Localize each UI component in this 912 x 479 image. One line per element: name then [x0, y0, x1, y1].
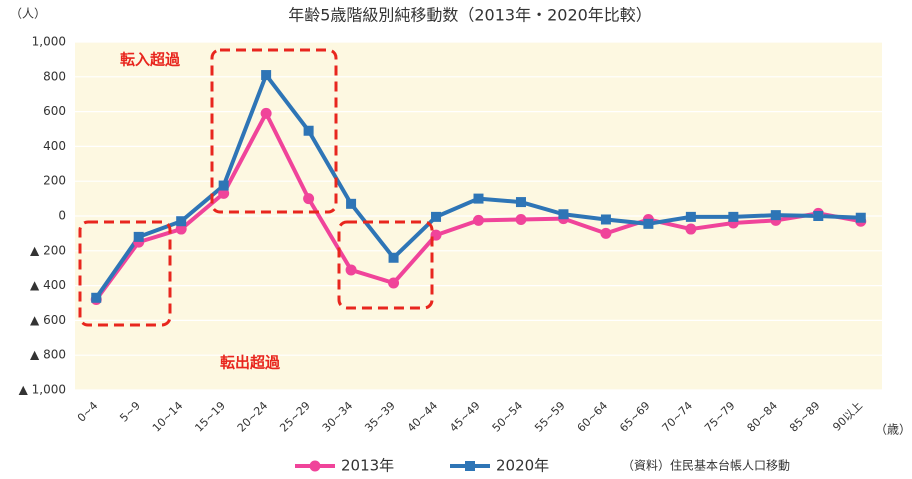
x-tick-label: 45~49 — [447, 399, 483, 435]
point — [218, 180, 229, 191]
y-tick-label: 800 — [43, 69, 66, 83]
x-tick-label: 85~89 — [787, 399, 823, 435]
y-unit: （人） — [10, 7, 46, 21]
x-tick-label: 75~79 — [702, 399, 738, 435]
point — [303, 193, 315, 205]
point — [685, 211, 696, 222]
point — [345, 264, 357, 276]
x-tick-label: 60~64 — [575, 399, 611, 435]
point — [473, 214, 484, 226]
y-tick-label: ▲ 400 — [30, 278, 66, 292]
x-tick-label: 90以上 — [830, 399, 865, 434]
point — [388, 252, 399, 263]
legend-label: 2020年 — [496, 457, 549, 475]
x-tick-label: 80~84 — [745, 399, 781, 435]
point — [388, 277, 400, 289]
point — [260, 107, 272, 119]
point — [600, 227, 612, 239]
x-tick-label: 55~59 — [532, 399, 568, 435]
y-tick-label: 1,000 — [32, 35, 66, 49]
marks — [75, 41, 882, 391]
x-tick-label: 10~14 — [150, 399, 186, 435]
point — [770, 210, 781, 221]
annotation: 転出超過 — [220, 354, 281, 372]
legend-marker — [309, 460, 321, 472]
chart-title: 年齢5歳階級別純移動数（2013年・2020年比較） — [288, 6, 652, 25]
source: （資料）住民基本台帳人口移動 — [622, 458, 790, 473]
point — [473, 193, 484, 204]
y-tick-label: ▲ 1,000 — [19, 383, 66, 397]
point — [643, 218, 654, 229]
highlight-box — [210, 48, 338, 214]
x-tick-label: 0~4 — [75, 399, 101, 425]
y-tick-label: 600 — [43, 104, 66, 118]
point — [558, 209, 569, 220]
point — [346, 198, 357, 209]
x-tick-label: 50~54 — [490, 399, 526, 435]
x-unit: （歳） — [875, 423, 911, 437]
legend-marker — [465, 461, 475, 471]
x-tick-label: 70~74 — [660, 399, 696, 435]
point — [218, 187, 230, 199]
x-tick-label: 30~34 — [320, 399, 356, 435]
annotation: 転入超過 — [120, 51, 181, 69]
legend-label: 2013年 — [341, 457, 394, 475]
y-tick-label: ▲ 200 — [30, 243, 66, 257]
x-tick-label: 35~39 — [362, 399, 398, 435]
point — [91, 292, 102, 303]
point — [515, 213, 527, 225]
y-tick-label: 0 — [58, 209, 66, 223]
point — [261, 70, 272, 81]
x-tick-label: 20~24 — [235, 399, 271, 435]
point — [813, 211, 824, 221]
x-tick-label: 5~9 — [117, 399, 143, 425]
point — [176, 216, 187, 227]
point — [685, 223, 697, 235]
point — [175, 223, 187, 235]
y-tick-label: ▲ 600 — [30, 313, 66, 327]
point — [133, 231, 144, 242]
point — [431, 211, 442, 222]
x-tick-label: 25~29 — [277, 399, 313, 435]
x-tick-label: 40~44 — [405, 399, 441, 435]
point — [728, 211, 739, 222]
x-tick-label: 65~69 — [617, 399, 653, 435]
y-tick-label: 400 — [43, 139, 66, 153]
point — [855, 212, 866, 223]
point — [600, 214, 611, 225]
y-tick-label: 200 — [43, 174, 66, 188]
x-tick-label: 15~19 — [192, 399, 228, 435]
point — [303, 125, 314, 136]
y-tick-label: ▲ 800 — [30, 348, 66, 362]
point — [515, 197, 526, 208]
highlight-box — [78, 220, 172, 327]
highlight-box — [337, 220, 434, 310]
